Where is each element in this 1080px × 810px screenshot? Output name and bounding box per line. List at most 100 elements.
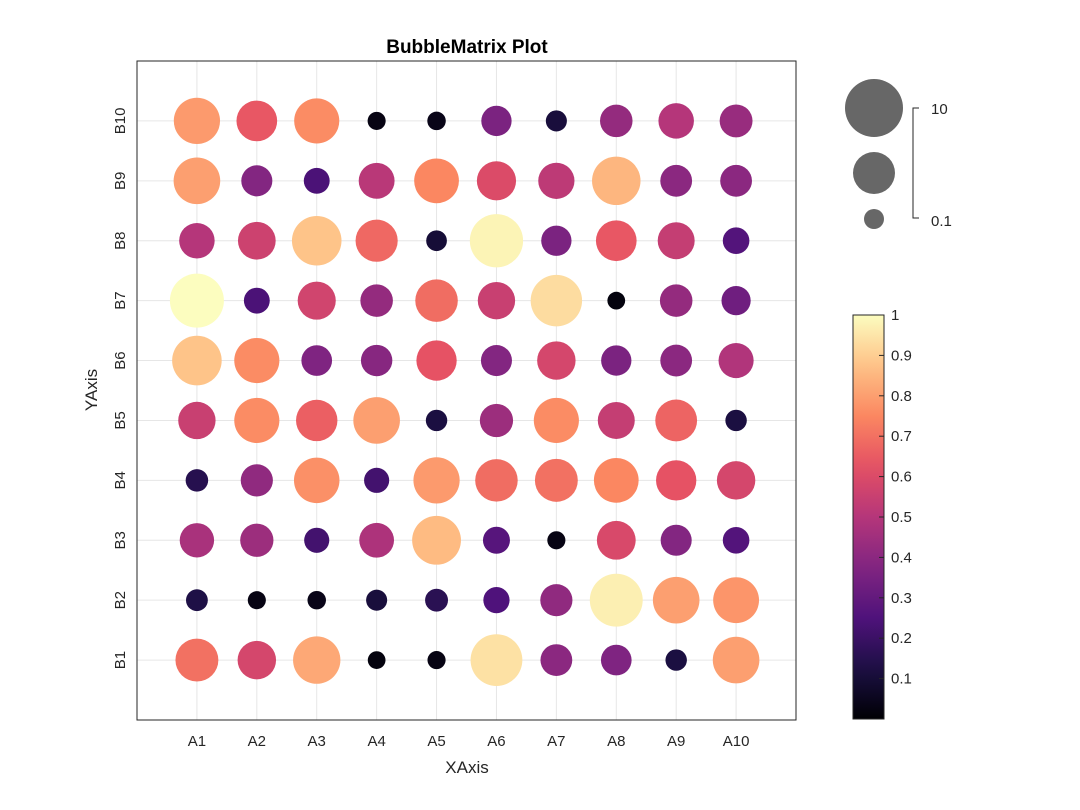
bubble <box>425 588 449 612</box>
bubble <box>234 337 280 384</box>
bubble <box>303 167 330 194</box>
colorbar-tick-label: 0.2 <box>891 630 912 647</box>
bubble <box>413 457 460 504</box>
bubble <box>725 409 747 432</box>
bubble <box>658 103 694 139</box>
bubble <box>240 523 274 557</box>
bubble <box>427 111 446 131</box>
size-legend: 10 0.1 <box>845 79 952 230</box>
bubble <box>713 577 760 624</box>
y-tick-label: B1 <box>112 651 129 669</box>
bubble <box>595 220 637 262</box>
colorbar-tick-label: 0.6 <box>891 469 912 486</box>
bubble <box>172 335 222 386</box>
bubble <box>479 403 514 438</box>
colorbar-tick-label: 1 <box>891 307 899 324</box>
colorbar: 0.1 0.2 0.3 0.4 0.5 0.6 0.7 0.8 0.9 1 <box>852 307 912 720</box>
y-tick-label: B7 <box>112 291 129 309</box>
chart-title: BubbleMatrix Plot <box>386 37 548 58</box>
bubble <box>607 291 626 310</box>
y-axis-title: YAxis <box>82 369 101 411</box>
bubble <box>237 221 276 260</box>
bubble <box>652 576 700 624</box>
bubble <box>477 281 516 320</box>
size-legend-large-bubble <box>845 79 903 137</box>
bubble <box>721 286 751 316</box>
size-legend-max-label: 10 <box>931 101 948 118</box>
x-tick-label: A1 <box>188 733 206 750</box>
bubble <box>660 164 693 197</box>
bubble <box>307 590 326 610</box>
bubble <box>656 460 697 501</box>
x-tick-label: A10 <box>723 733 750 750</box>
colorbar-tick-label: 0.1 <box>891 671 912 688</box>
bubble <box>301 345 333 376</box>
x-tick-label: A2 <box>248 733 266 750</box>
bubble <box>236 100 278 142</box>
bubble <box>358 162 395 199</box>
bubble <box>716 461 756 500</box>
bubble <box>241 165 273 197</box>
bubble <box>720 164 752 197</box>
bubble <box>427 651 446 670</box>
size-legend-small-bubble <box>864 209 884 229</box>
bubble <box>538 162 575 199</box>
bubble <box>540 644 573 676</box>
y-tick-label: B3 <box>112 531 129 549</box>
x-tick-label: A9 <box>667 733 685 750</box>
bubble <box>178 401 216 440</box>
bubble <box>416 340 457 381</box>
bubble <box>660 524 692 556</box>
bubble <box>173 157 221 205</box>
colorbar-tick-label: 0.3 <box>891 590 912 607</box>
bubble <box>722 526 750 554</box>
bubble <box>240 464 273 497</box>
bubble <box>297 281 336 320</box>
bubble <box>600 644 632 676</box>
bubble <box>367 111 386 130</box>
colorbar-ticks: 0.1 0.2 0.3 0.4 0.5 0.6 0.7 0.8 0.9 1 <box>879 307 912 688</box>
bubble <box>719 104 753 138</box>
bubble <box>364 467 390 493</box>
bubble <box>360 344 393 377</box>
bubble <box>655 399 698 442</box>
bubble <box>296 399 338 442</box>
size-legend-bracket <box>912 107 919 219</box>
bubble <box>480 345 512 377</box>
plot-frame <box>136 60 797 721</box>
y-tick-label: B4 <box>112 471 129 489</box>
x-tick-labels: A1 A2 A3 A4 A5 A6 A7 A8 A9 A10 <box>188 733 750 750</box>
y-tick-label: B6 <box>112 351 129 369</box>
colorbar-gradient <box>852 314 885 720</box>
bubble <box>426 230 447 252</box>
bubble <box>425 409 448 432</box>
bubble <box>304 527 330 553</box>
bubble <box>247 591 266 610</box>
bubble <box>360 284 393 317</box>
bubble <box>483 587 510 614</box>
bubble <box>545 110 567 132</box>
bubble <box>175 638 219 682</box>
bubble <box>476 161 517 201</box>
bubble <box>530 274 583 327</box>
y-tick-label: B5 <box>112 411 129 429</box>
bubble <box>470 634 523 686</box>
bubble <box>291 215 342 266</box>
bubble <box>179 222 215 259</box>
bubble <box>367 651 386 669</box>
bubble <box>600 104 633 138</box>
colorbar-tick-label: 0.7 <box>891 428 912 445</box>
bubble <box>237 640 277 680</box>
x-axis-title: XAxis <box>445 758 488 777</box>
y-tick-label: B9 <box>112 172 129 190</box>
bubble <box>541 225 572 256</box>
bubble <box>355 219 398 262</box>
bubble <box>712 636 760 684</box>
colorbar-tick-label: 0.9 <box>891 347 912 364</box>
bubble <box>359 522 395 558</box>
bubble <box>294 98 340 144</box>
bubbles <box>169 97 760 686</box>
bubble <box>179 523 215 558</box>
bubble <box>601 345 632 376</box>
bubble <box>718 342 754 379</box>
